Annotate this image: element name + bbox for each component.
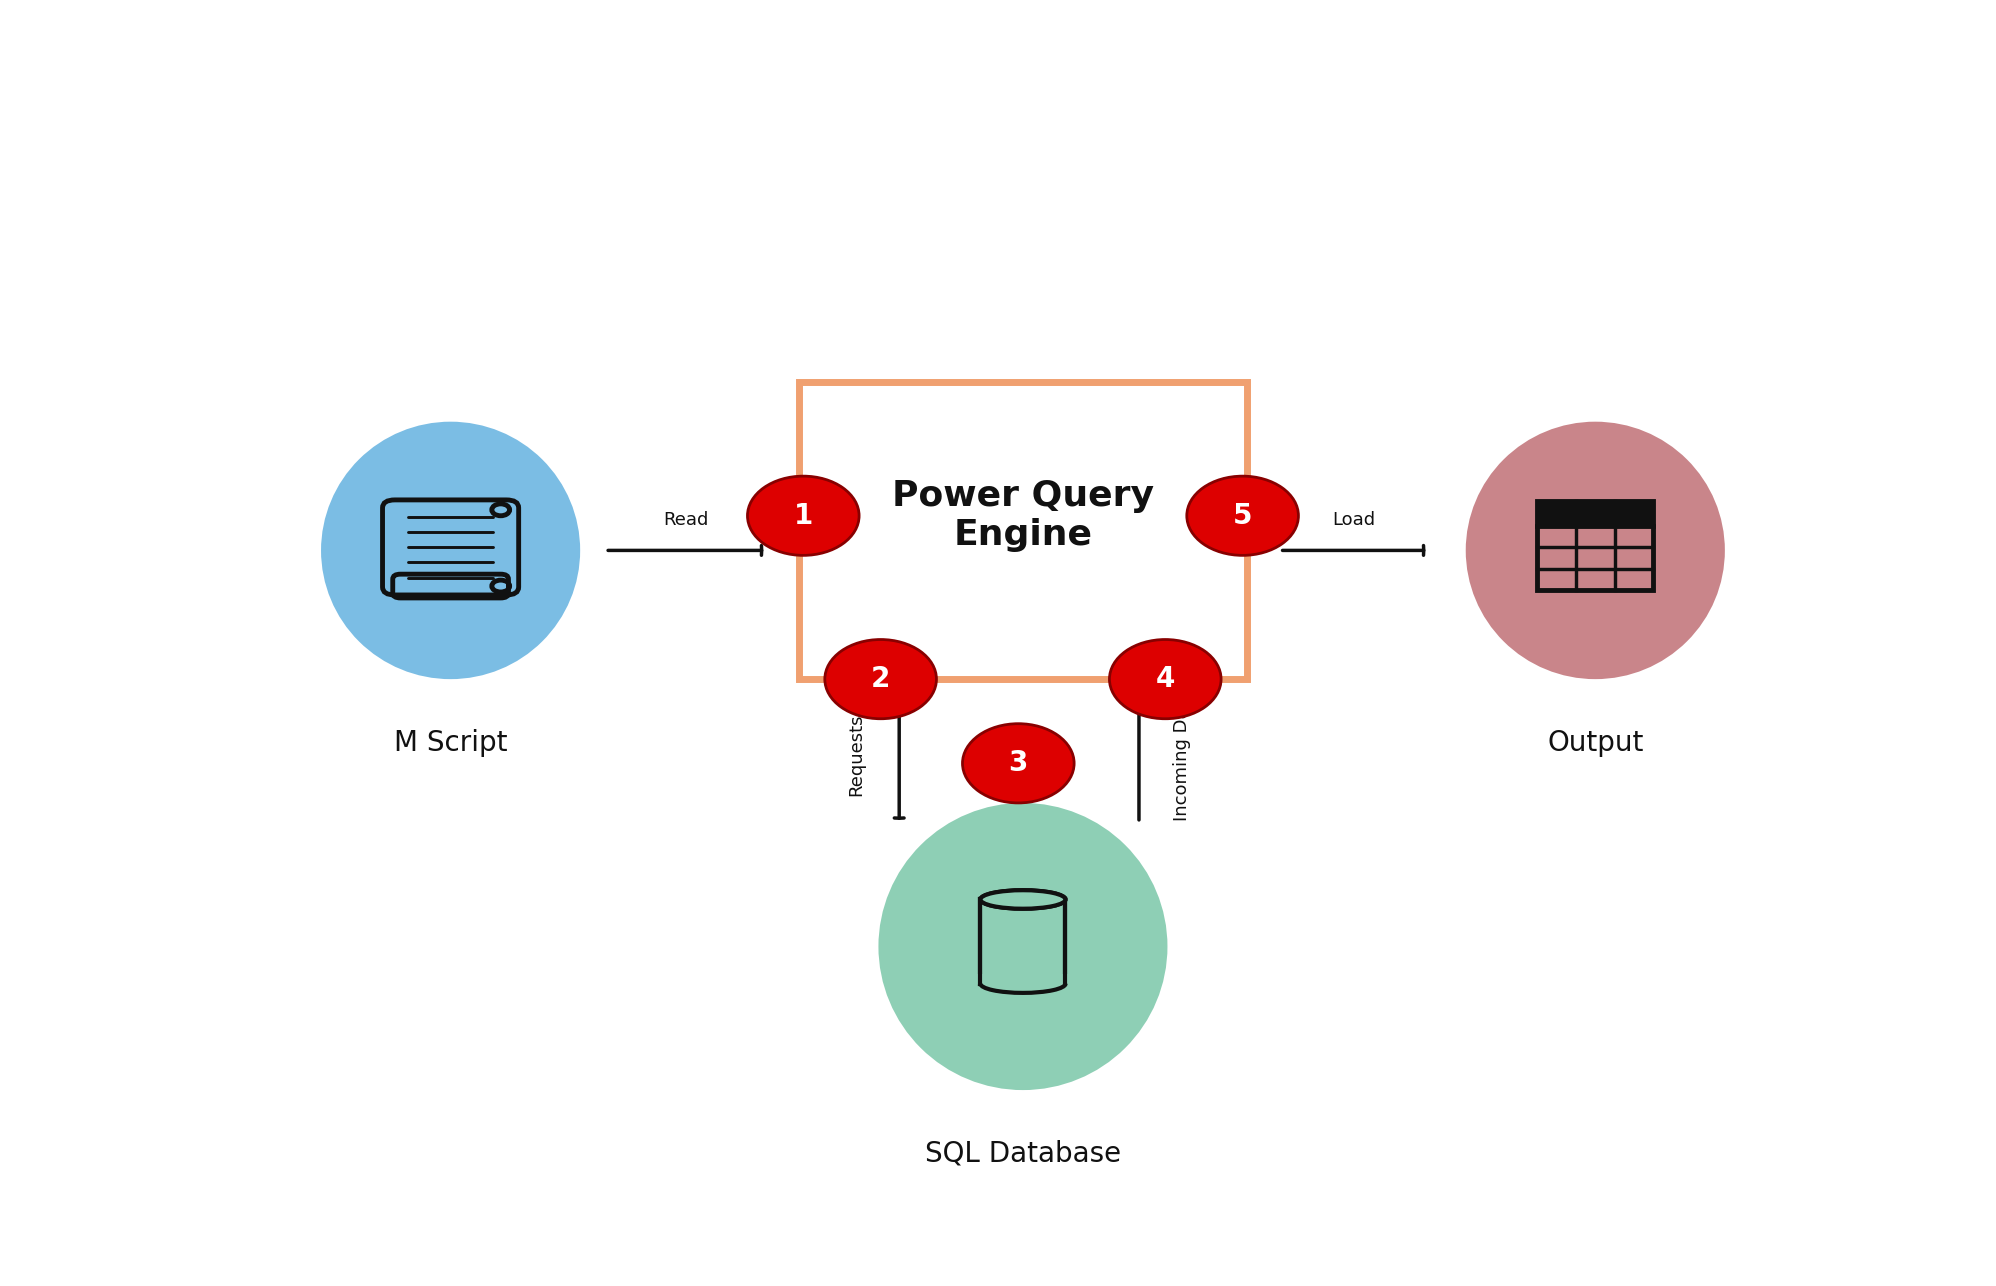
Ellipse shape [824, 639, 936, 719]
Text: 1: 1 [794, 502, 812, 530]
Text: 3: 3 [1008, 750, 1028, 777]
Ellipse shape [1465, 422, 1725, 679]
Text: 5: 5 [1234, 502, 1251, 530]
Ellipse shape [980, 890, 1066, 909]
Text: M Script: M Script [393, 729, 507, 756]
Text: 2: 2 [870, 665, 890, 693]
Text: 4: 4 [1156, 665, 1176, 693]
Text: SQL Database: SQL Database [924, 1139, 1122, 1168]
Text: Load: Load [1333, 511, 1375, 529]
Text: Read: Read [663, 511, 709, 529]
Bar [1537, 502, 1653, 590]
Text: Power Query
Engine: Power Query Engine [892, 480, 1154, 553]
Bar [976, 975, 1070, 984]
Ellipse shape [1110, 639, 1222, 719]
Ellipse shape [878, 802, 1168, 1091]
Ellipse shape [747, 476, 858, 556]
Bar [798, 382, 1248, 679]
Text: Incoming Data: Incoming Data [1174, 689, 1192, 820]
Text: Output: Output [1547, 729, 1643, 756]
Ellipse shape [980, 890, 1066, 909]
Ellipse shape [980, 975, 1066, 993]
Text: Requests: Requests [846, 714, 864, 796]
Ellipse shape [962, 724, 1074, 802]
Bar [1537, 502, 1653, 526]
Ellipse shape [321, 422, 581, 679]
Ellipse shape [1188, 476, 1299, 556]
